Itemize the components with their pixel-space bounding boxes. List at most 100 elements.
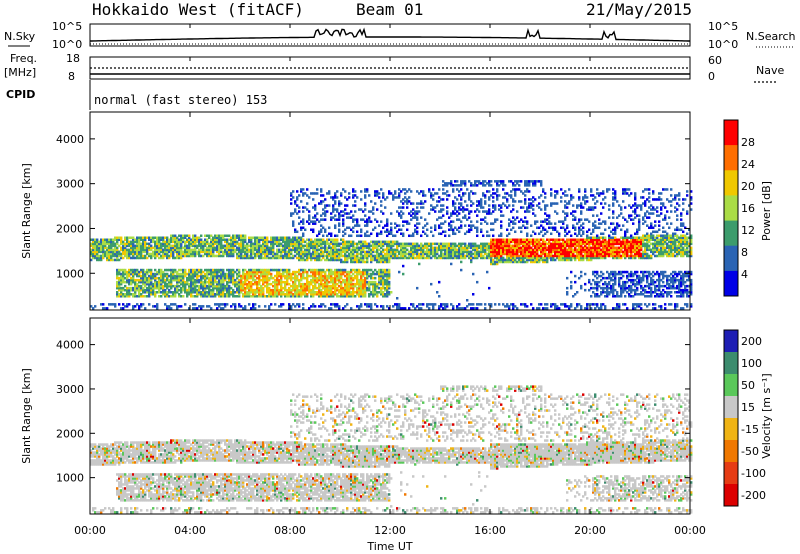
heatmap-cell xyxy=(302,282,305,286)
heatmap-cell xyxy=(206,286,209,290)
heatmap-cell xyxy=(314,248,317,252)
heatmap-cell xyxy=(252,295,255,298)
heatmap-cell xyxy=(326,240,329,244)
heatmap-cell xyxy=(352,272,355,276)
heatmap-cell xyxy=(206,268,209,272)
heatmap-cell xyxy=(136,286,139,290)
heatmap-cell xyxy=(424,244,427,248)
heatmap-cell xyxy=(200,305,203,308)
heatmap-cell xyxy=(234,307,237,310)
heatmap-cell xyxy=(176,286,179,290)
heatmap-cell xyxy=(258,282,261,286)
heatmap-cell xyxy=(266,276,269,280)
heatmap-cell xyxy=(334,288,337,292)
heatmap-cell xyxy=(168,291,171,294)
heatmap-cell xyxy=(274,280,277,284)
heatmap-cell xyxy=(290,252,293,256)
heatmap-cell xyxy=(266,254,269,258)
heatmap-cell xyxy=(382,254,385,258)
heatmap-cell xyxy=(270,268,273,272)
heatmap-cell xyxy=(298,194,301,197)
heatmap-cell xyxy=(516,210,519,213)
heatmap-cell xyxy=(136,303,139,306)
heatmap-cell xyxy=(402,254,405,258)
heatmap-cell xyxy=(534,198,537,201)
heatmap-cell xyxy=(390,248,393,252)
heatmap-cell xyxy=(230,244,233,248)
heatmap-cell xyxy=(162,238,165,242)
heatmap-cell xyxy=(210,246,213,250)
heatmap-cell xyxy=(242,270,245,274)
heatmap-cell xyxy=(190,286,193,290)
heatmap-cell xyxy=(302,246,305,250)
heatmap-cell xyxy=(188,250,191,254)
heatmap-cell xyxy=(196,288,199,292)
heatmap-cell xyxy=(152,238,155,242)
heatmap-cell xyxy=(90,248,93,252)
heatmap-cell xyxy=(166,278,169,282)
heatmap-cell xyxy=(246,256,249,260)
heatmap-cell xyxy=(192,303,195,306)
heatmap-cell xyxy=(216,268,219,272)
heatmap-cell xyxy=(222,268,225,272)
heatmap-cell xyxy=(242,286,245,290)
heatmap-cell xyxy=(360,218,363,221)
heatmap-cell xyxy=(396,307,399,310)
heatmap-cell xyxy=(284,276,287,280)
heatmap-cell xyxy=(360,242,363,246)
heatmap-cell xyxy=(386,252,389,256)
heatmap-cell xyxy=(142,291,145,294)
heatmap-cell xyxy=(234,250,237,254)
heatmap-cell xyxy=(334,214,337,217)
heatmap-cell xyxy=(406,242,409,246)
heatmap-cell xyxy=(180,238,183,242)
heatmap-cell xyxy=(266,288,269,292)
heatmap-cell xyxy=(242,284,245,288)
heatmap-cell xyxy=(188,288,191,292)
heatmap-cell xyxy=(316,212,319,215)
heatmap-cell xyxy=(310,295,313,298)
heatmap-cell xyxy=(234,248,237,252)
heatmap-cell xyxy=(422,248,425,252)
heatmap-cell xyxy=(284,280,287,284)
heatmap-cell xyxy=(180,272,183,276)
heatmap-cell xyxy=(328,204,331,207)
heatmap-cell xyxy=(230,286,233,290)
heatmap-cell xyxy=(318,256,321,260)
heatmap-cell xyxy=(216,272,219,276)
heatmap-cell xyxy=(146,236,149,240)
heatmap-cell xyxy=(266,278,269,282)
heatmap-cell xyxy=(136,238,139,242)
heatmap-cell xyxy=(240,254,243,258)
freq-unit-label: [MHz] xyxy=(4,66,36,79)
heatmap-cell xyxy=(350,282,353,286)
heatmap-cell xyxy=(354,276,357,280)
heatmap-cell xyxy=(378,244,381,248)
heatmap-cell xyxy=(358,234,361,238)
heatmap-cell xyxy=(224,240,227,244)
heatmap-cell xyxy=(382,240,385,244)
heatmap-cell xyxy=(422,226,425,230)
heatmap-cell xyxy=(144,240,147,244)
heatmap-cell xyxy=(358,284,361,288)
heatmap-cell xyxy=(298,270,301,274)
heatmap-cell xyxy=(136,272,139,276)
heatmap-cell xyxy=(338,230,341,234)
heatmap-cell xyxy=(184,254,187,258)
heatmap-cell xyxy=(264,238,267,242)
heatmap-cell xyxy=(292,284,295,288)
heatmap-cell xyxy=(332,291,335,294)
heatmap-cell xyxy=(238,236,241,240)
heatmap-cell xyxy=(140,242,143,246)
heatmap-cell xyxy=(170,240,173,244)
heatmap-cell xyxy=(194,252,197,256)
heatmap-cell xyxy=(158,276,161,280)
heatmap-cell xyxy=(164,254,167,258)
heatmap-cell xyxy=(372,276,375,280)
heatmap-cell xyxy=(288,288,291,292)
heatmap-cell xyxy=(320,238,323,242)
heatmap-cell xyxy=(136,236,139,240)
heatmap-cell xyxy=(258,295,261,298)
heatmap-cell xyxy=(334,234,337,238)
heatmap-cell xyxy=(212,248,215,252)
